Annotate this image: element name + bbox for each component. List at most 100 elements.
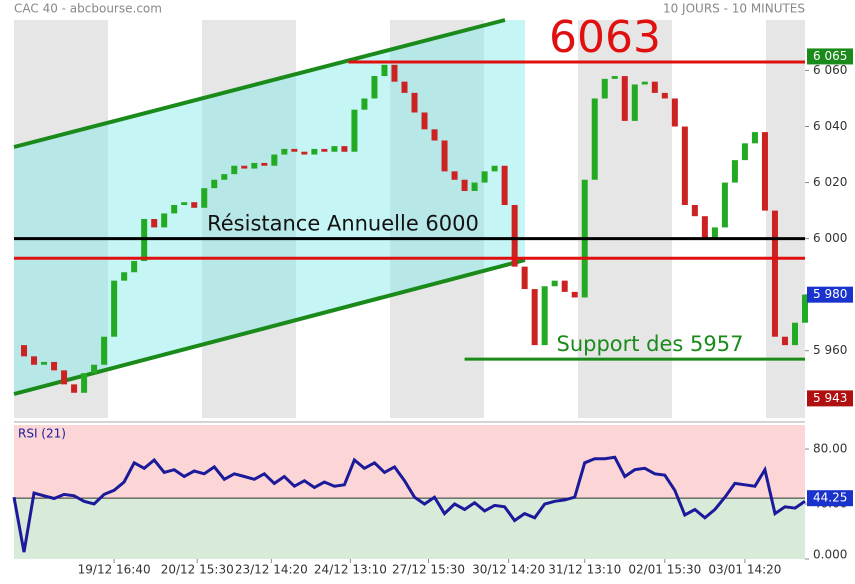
candle xyxy=(501,165,508,205)
band xyxy=(672,20,766,418)
candle xyxy=(161,213,168,228)
price-marker-label: 5 980 xyxy=(813,287,847,301)
candle xyxy=(761,132,768,211)
candle xyxy=(461,179,468,191)
candle xyxy=(621,76,628,121)
level-label: Support des 5957 xyxy=(556,332,743,356)
y-tick-label: 6 040 xyxy=(813,119,847,133)
candle xyxy=(301,151,308,155)
price-marker-label: 6 065 xyxy=(813,49,847,63)
candle xyxy=(721,182,728,228)
candle xyxy=(281,148,288,155)
candle xyxy=(271,154,278,166)
candle xyxy=(711,227,718,239)
candle xyxy=(341,146,348,152)
candle xyxy=(431,129,438,141)
candle xyxy=(331,146,338,152)
level-label: 6063 xyxy=(549,12,661,63)
candle xyxy=(531,289,538,346)
channel-lower xyxy=(13,258,526,396)
candle xyxy=(641,81,648,85)
y-tick-label: 0.000 xyxy=(813,548,847,562)
candle xyxy=(81,373,88,393)
y-tick-label: 6 060 xyxy=(813,63,847,77)
candle xyxy=(681,126,688,205)
candle xyxy=(191,202,198,208)
candle xyxy=(261,162,268,166)
candle xyxy=(401,81,408,93)
candle xyxy=(631,84,638,121)
candle xyxy=(411,92,418,113)
price-marker-label: 44.25 xyxy=(813,491,847,505)
candle xyxy=(611,76,618,79)
price-marker xyxy=(807,48,853,65)
candle xyxy=(561,280,568,292)
candle xyxy=(771,210,778,337)
candle xyxy=(541,286,548,346)
x-tick-label: 24/12 13:10 xyxy=(314,563,387,577)
candle xyxy=(691,204,698,217)
candle xyxy=(381,64,388,77)
candle xyxy=(791,322,798,346)
candle xyxy=(91,364,98,374)
candle xyxy=(731,160,738,183)
y-tick-label: 80.00 xyxy=(813,442,847,456)
trend-channel xyxy=(14,20,525,394)
candle xyxy=(221,174,228,180)
x-tick-label: 02/01 15:30 xyxy=(628,563,701,577)
candle xyxy=(741,143,748,161)
candle xyxy=(421,112,428,130)
x-tick-label: 20/12 15:30 xyxy=(161,563,234,577)
candle xyxy=(321,148,328,152)
y-tick-label: 5 960 xyxy=(813,343,847,357)
candle xyxy=(781,336,788,346)
price-marker-label: 5 943 xyxy=(813,391,847,405)
candle xyxy=(181,202,188,205)
candle xyxy=(701,216,708,239)
x-tick-label: 23/12 14:20 xyxy=(235,563,308,577)
candle xyxy=(111,280,118,337)
candle xyxy=(211,179,218,189)
candle xyxy=(151,219,158,228)
candle xyxy=(601,78,608,99)
candle xyxy=(391,64,398,82)
candle xyxy=(651,81,658,93)
candle xyxy=(171,204,178,214)
candle xyxy=(371,76,378,99)
candle xyxy=(121,272,128,281)
price-marker xyxy=(807,390,853,407)
candle xyxy=(671,98,678,127)
candle xyxy=(351,109,358,152)
candle xyxy=(511,204,518,267)
candle xyxy=(131,261,138,273)
candle xyxy=(291,148,298,152)
channel-upper xyxy=(13,18,506,149)
chart-title: CAC 40 - abcbourse.com xyxy=(14,2,162,16)
price-marker xyxy=(807,286,853,303)
candle xyxy=(591,98,598,180)
candle xyxy=(241,165,248,169)
candle xyxy=(41,361,48,365)
candle xyxy=(571,291,578,298)
x-tick-label: 19/12 16:40 xyxy=(78,563,151,577)
candle xyxy=(231,165,238,175)
candle xyxy=(451,171,458,180)
x-tick-label: 03/01 14:20 xyxy=(708,563,781,577)
candle xyxy=(31,356,38,365)
candle xyxy=(61,370,68,385)
rsi-title: RSI (21) xyxy=(18,427,66,441)
x-tick-label: 27/12 15:30 xyxy=(392,563,465,577)
candle xyxy=(201,188,208,208)
candle xyxy=(551,280,558,287)
candle xyxy=(51,361,58,371)
rsi-zone-low xyxy=(14,498,805,559)
candle xyxy=(311,148,318,155)
price-marker xyxy=(807,490,853,507)
band xyxy=(484,20,578,418)
candle xyxy=(361,98,368,110)
candle xyxy=(661,92,668,99)
candle xyxy=(471,182,478,191)
candle xyxy=(481,171,488,183)
rsi-line xyxy=(12,455,806,553)
